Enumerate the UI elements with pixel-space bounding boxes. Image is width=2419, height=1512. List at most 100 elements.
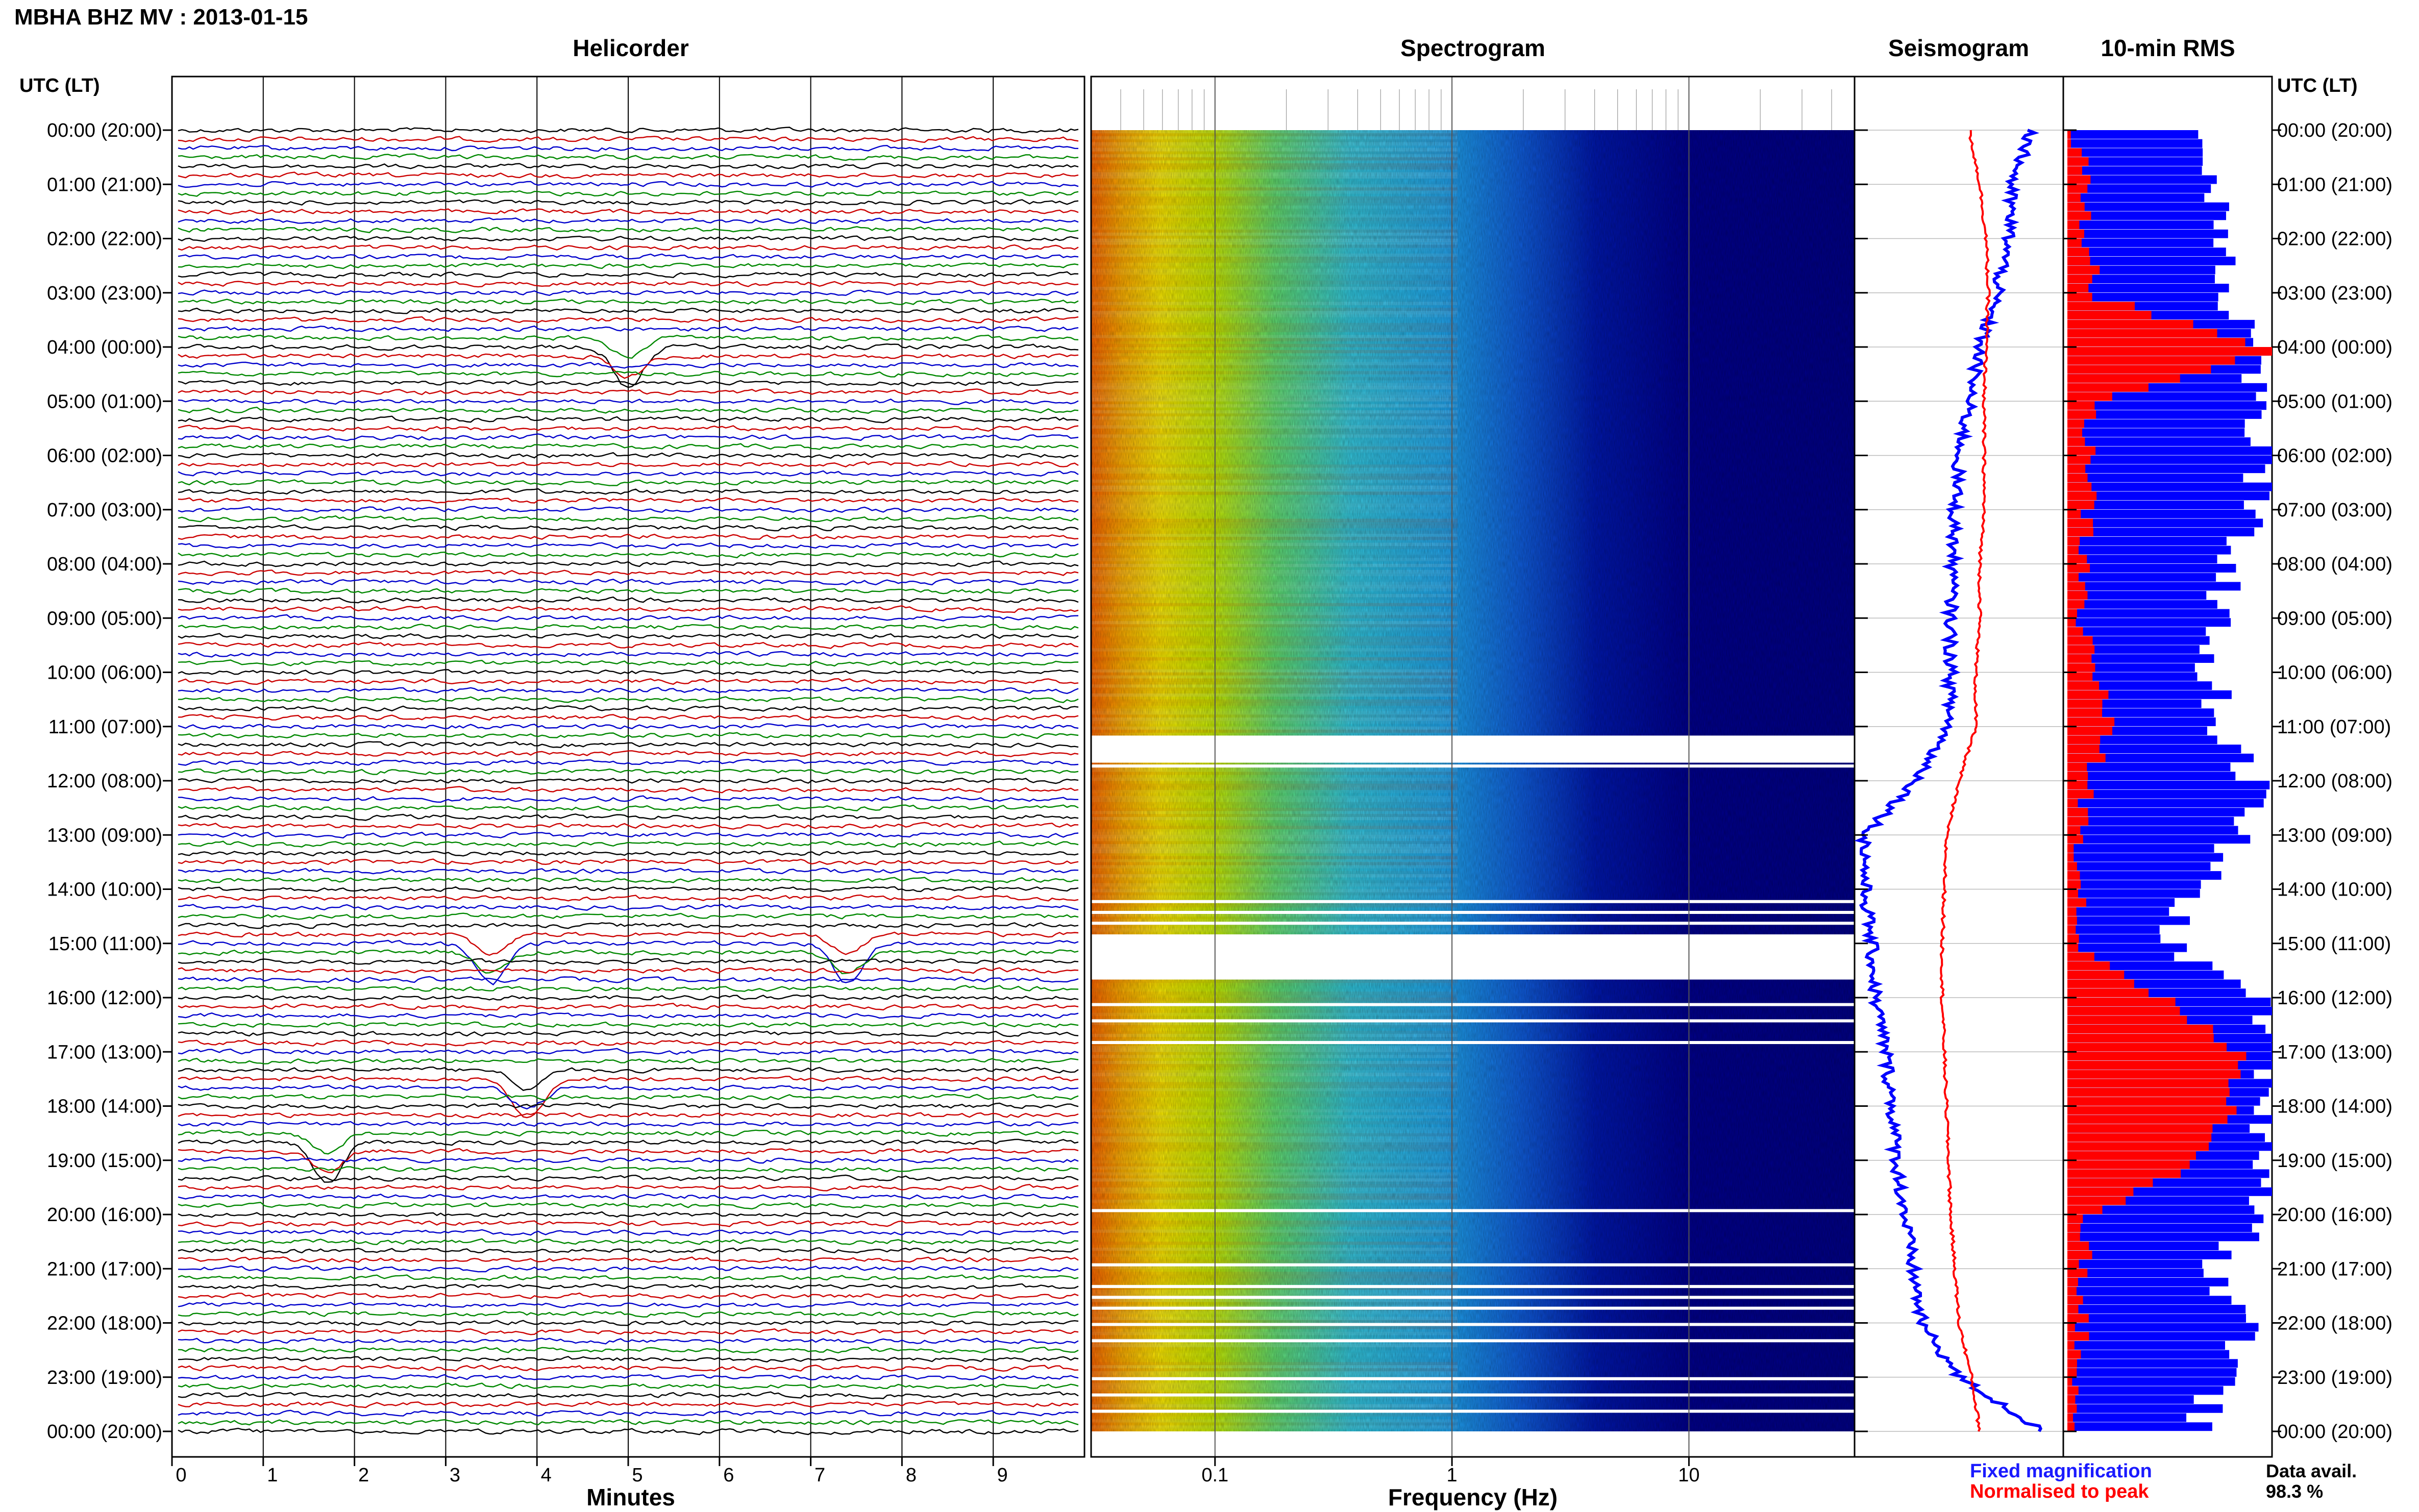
helicorder-trace — [178, 931, 1079, 956]
rms-bar — [2067, 1332, 2255, 1341]
rms-bar — [2067, 211, 2091, 220]
rms-bar — [2067, 1223, 2081, 1232]
rms-bar — [2067, 528, 2255, 537]
spectrogram-panel: 0.1 1 10 — [1090, 76, 1856, 1486]
helicorder-trace — [178, 939, 1079, 986]
helicorder-trace — [178, 262, 1079, 269]
helicorder-trace — [178, 506, 1079, 513]
rms-bar — [2067, 907, 2077, 916]
rms-bar — [2067, 889, 2079, 898]
rms-bar — [2067, 1205, 2103, 1214]
rms-bar — [2067, 1259, 2203, 1269]
spectrogram-noise — [1091, 130, 1855, 1431]
rms-bar — [2067, 654, 2214, 663]
rms-bar — [2067, 1169, 2181, 1178]
rms-bar — [2067, 1305, 2246, 1313]
helicorder-trace — [178, 1094, 1079, 1101]
rms-bar — [2067, 762, 2231, 772]
rms-bar — [2067, 853, 2074, 862]
rms-bar — [2067, 1106, 2237, 1115]
helicorder-trace — [178, 406, 1079, 414]
minute-tick-label: 3 — [450, 1465, 460, 1486]
rms-bar — [2067, 609, 2230, 618]
helicorder-trace — [178, 741, 1079, 749]
rms-bar — [2067, 943, 2187, 952]
rms-bar — [2067, 1413, 2187, 1422]
rms-bar — [2067, 464, 2265, 474]
rms-bar — [2067, 799, 2264, 808]
helicorder-trace — [178, 1156, 1079, 1164]
helicorder-trace — [178, 153, 1079, 161]
helicorder-trace — [178, 235, 1079, 242]
rms-bar — [2067, 256, 2090, 265]
helicorder-trace — [178, 190, 1079, 197]
helicorder-trace — [178, 894, 1079, 902]
rms-bar — [2067, 437, 2085, 446]
rms-bar — [2067, 853, 2224, 862]
rms-bar — [2067, 1133, 2212, 1142]
time-tick-label-left: 07:00 (03:00) — [47, 500, 162, 521]
rms-bar — [2067, 1296, 2232, 1305]
rms-bar — [2067, 573, 2079, 582]
helicorder-trace — [178, 1274, 1079, 1281]
rms-bar — [2067, 256, 2236, 265]
rms-bar — [2067, 536, 2227, 546]
helicorder-trace — [178, 415, 1079, 424]
time-tick-label-right: 22:00 (18:00) — [2277, 1313, 2392, 1334]
rms-bar — [2067, 672, 2093, 681]
seismogram-panel — [1854, 76, 2064, 1458]
rms-bar — [2067, 1142, 2209, 1151]
helicorder-trace — [178, 768, 1079, 775]
rms-bar — [2067, 1088, 2230, 1097]
rms-bar — [2067, 898, 2086, 907]
rms-bar — [2067, 835, 2083, 844]
minute-tick-label: 1 — [267, 1465, 278, 1486]
rms-bar — [2067, 1313, 2247, 1323]
helicorder-trace — [178, 551, 1079, 559]
rms-bar — [2067, 1242, 2089, 1251]
spectrogram-gap-line — [1091, 1393, 1855, 1397]
rms-bar — [2067, 717, 2115, 726]
helicorder-trace — [178, 877, 1079, 883]
rms-bar — [2067, 473, 2088, 482]
time-tick-label-left: 02:00 (22:00) — [47, 229, 162, 250]
rms-bar — [2067, 1296, 2083, 1305]
time-tick-label-right: 14:00 (10:00) — [2277, 879, 2392, 901]
rms-bar — [2067, 781, 2088, 789]
rms-bar — [2067, 166, 2202, 175]
rms-bar — [2067, 1232, 2080, 1242]
rms-bar — [2067, 319, 2193, 329]
rms-bar — [2067, 772, 2236, 781]
rms-bar — [2067, 193, 2081, 202]
rms-bar — [2067, 1033, 2214, 1043]
rms-bar — [2067, 816, 2089, 826]
rms-bar — [2067, 130, 2071, 139]
rms-bar — [2067, 745, 2100, 754]
helicorder-trace — [178, 1202, 1079, 1210]
rms-bar — [2067, 1404, 2077, 1413]
rms-bar — [2067, 329, 2217, 338]
rms-bar — [2067, 1422, 2075, 1431]
helicorder-trace — [178, 949, 1079, 975]
helicorder-trace — [178, 569, 1079, 577]
rms-bar — [2067, 157, 2089, 166]
time-tick-label-left: 05:00 (01:00) — [47, 391, 162, 412]
helicorder-panel: 0 1 2 3 4 5 6 7 8 9 — [171, 76, 1085, 1486]
rms-bar — [2067, 284, 2089, 292]
rms-bar — [2067, 826, 2238, 835]
rms-bar — [2067, 998, 2176, 1006]
time-tick-label-right: 21:00 (17:00) — [2277, 1258, 2392, 1280]
rms-bar — [2067, 636, 2210, 645]
helicorder-trace — [178, 1391, 1079, 1399]
helicorder-trace — [178, 298, 1079, 306]
rms-bar — [2067, 437, 2251, 446]
helicorder-trace — [178, 858, 1079, 865]
rms-bar — [2067, 835, 2251, 844]
helicorder-trace — [178, 361, 1079, 369]
rms-bar — [2067, 238, 2082, 247]
time-tick-label-left: 00:00 (20:00) — [47, 1421, 162, 1443]
rms-bar — [2067, 753, 2106, 762]
helicorder-trace — [178, 1374, 1079, 1381]
legend-normalised: Normalised to peak — [1970, 1481, 2149, 1502]
